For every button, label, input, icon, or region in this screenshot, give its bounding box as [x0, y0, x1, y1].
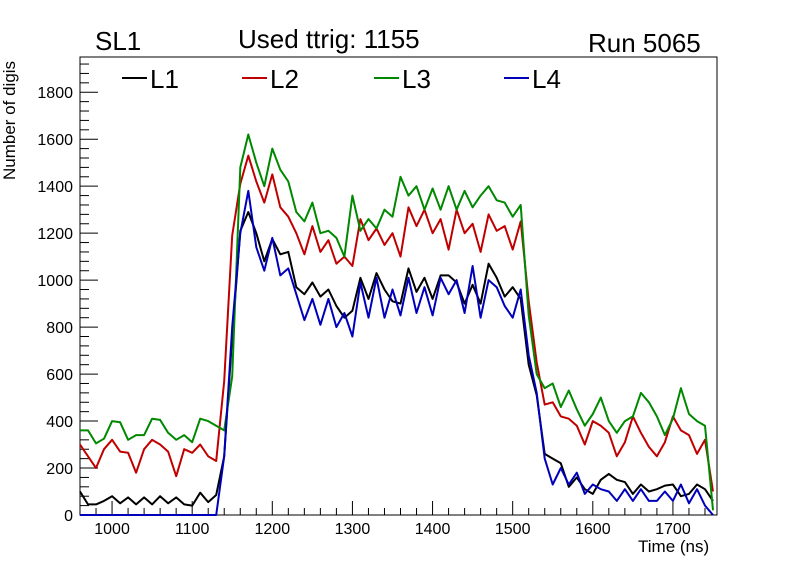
plot-frame: [79, 56, 718, 516]
series-line-l3: [80, 133, 714, 511]
x-tick-label: 1500: [495, 521, 531, 538]
chart-title-run: Run 5065: [588, 28, 701, 58]
y-tick-label: 1600: [37, 132, 73, 149]
x-axis-label: Time (ns): [638, 537, 710, 556]
series-line-l4: [80, 189, 714, 516]
series-line-l1: [79, 211, 714, 507]
x-tick-label: 1100: [175, 521, 210, 538]
chart-title-superlayer: SL1: [95, 26, 142, 56]
chart-title-used-ttrig: Used ttrig: 1155: [238, 24, 420, 54]
legend-label-l4: L4: [532, 64, 561, 94]
y-tick-label: 1200: [37, 226, 73, 243]
x-tick-label: 1200: [255, 521, 291, 538]
x-tick-label: 1600: [575, 521, 611, 538]
legend-label-l1: L1: [150, 64, 179, 94]
y-tick-label: 0: [64, 508, 73, 525]
series-line-l2: [79, 154, 714, 492]
y-tick-label: 600: [46, 367, 73, 384]
x-tick-label: 1300: [335, 521, 371, 538]
x-tick-label: 1700: [655, 521, 691, 538]
legend-label-l3: L3: [402, 64, 431, 94]
y-tick-label: 1000: [37, 273, 73, 290]
legend-label-l2: L2: [270, 64, 299, 94]
x-tick-label: 1000: [94, 521, 130, 538]
y-tick-label: 400: [46, 414, 73, 431]
y-tick-label: 200: [46, 461, 73, 478]
x-tick-label: 1400: [415, 521, 451, 538]
legend: L1 L2 L3 L4: [122, 64, 561, 94]
y-tick-label: 800: [46, 320, 73, 337]
y-tick-label: 1400: [37, 179, 73, 196]
y-tick-label: 1800: [37, 85, 73, 102]
